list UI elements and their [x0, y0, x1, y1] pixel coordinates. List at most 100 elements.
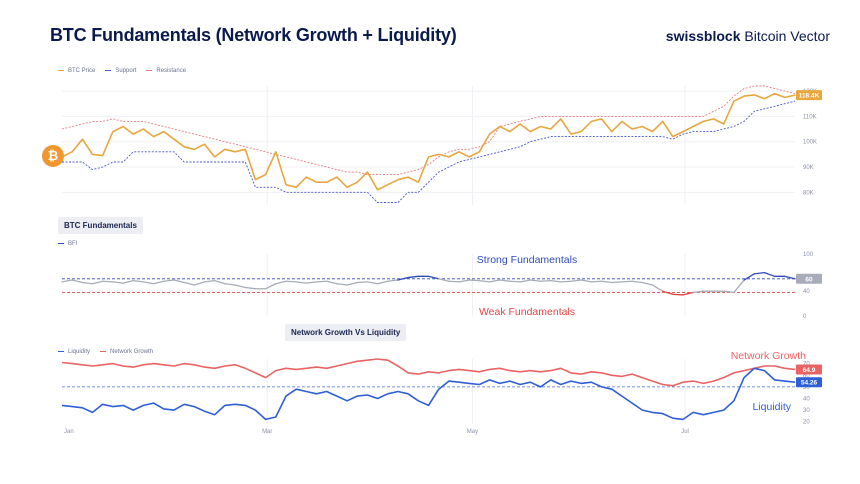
liquidity-line — [61, 367, 796, 421]
bfi-line-segment — [509, 280, 521, 283]
bfi-line-segment — [81, 281, 94, 285]
bfi-line-segment — [315, 280, 328, 283]
bfi-line-segment — [102, 280, 114, 283]
bfi-line-segment — [438, 278, 450, 282]
nvl-panel-label: Network Growth Vs Liquidity — [285, 324, 407, 341]
bfi-line-segment — [183, 281, 195, 286]
price-ytick-label: 100K — [803, 140, 817, 146]
bfi-line-segment — [580, 279, 593, 283]
btc-price-line — [61, 92, 796, 191]
bfi-line-segment — [203, 280, 216, 283]
brand-logo: swissblock Bitcoin Vector — [666, 28, 830, 44]
bfi-line-segment — [397, 276, 409, 281]
x-tick-label: May — [467, 429, 478, 435]
bfi-line-segment — [264, 283, 277, 290]
bfi-line-segment — [570, 279, 582, 282]
bfi-line-segment — [142, 281, 155, 285]
legend-btc-price: BTC Price — [58, 68, 95, 74]
weak-fundamentals-label: Weak Fundamentals — [479, 306, 575, 318]
bfi-line-segment — [244, 286, 257, 290]
bfi-line-segment — [763, 271, 776, 277]
network-growth-annotation: Network Growth — [731, 350, 806, 362]
x-tick-label: Mar — [262, 429, 272, 435]
legend-liquidity: Liquidity — [58, 349, 90, 355]
bfi-line-segment — [488, 279, 501, 283]
liquidity-last-label-bg — [796, 377, 822, 388]
network-last-label-bg — [796, 364, 822, 375]
bfi-line-segment — [305, 281, 318, 284]
bfi-line-segment — [733, 279, 745, 294]
bfi-line-segment — [784, 275, 796, 280]
bfi-last-label-bg — [796, 273, 822, 284]
bfi-line-segment — [407, 275, 419, 279]
legend-network-growth: Network Growth — [100, 349, 153, 355]
bfi-line-segment — [112, 281, 124, 284]
bfi-line-segment — [356, 281, 369, 284]
bfi-line-segment — [132, 280, 145, 283]
bfi-line-segment — [448, 280, 460, 283]
nvl-legend: Liquidity Network Growth — [58, 349, 153, 355]
nvl-ytick-label: 30 — [803, 408, 810, 414]
bfi-ytick-label: 100 — [803, 252, 814, 258]
bfi-line-segment — [651, 284, 664, 292]
bfi-line-segment — [214, 280, 226, 285]
bfi-line-segment — [163, 279, 175, 282]
bfi-line-segment — [631, 280, 643, 284]
brand-rest: Bitcoin Vector — [744, 28, 830, 44]
bfi-line-segment — [336, 283, 348, 286]
nvl-ytick-label: 50 — [803, 385, 810, 391]
bfi-line-segment — [519, 279, 531, 283]
resistance-line — [61, 85, 796, 176]
bfi-line-segment — [61, 279, 73, 283]
bfi-line-segment — [173, 279, 185, 284]
network-last-label: 64.9 — [803, 367, 816, 374]
brand-bold: swissblock — [665, 28, 741, 44]
price-last-label: 118.4K — [799, 93, 820, 100]
bfi-last-label: 60 — [805, 276, 813, 283]
bfi-ytick-label: 0 — [803, 314, 807, 320]
bfi-line-segment — [611, 281, 623, 284]
bfi-line-segment — [641, 281, 654, 286]
page-title: BTC Fundamentals (Network Growth + Liqui… — [50, 25, 457, 45]
bfi-line-segment — [529, 279, 542, 282]
legend-support: Support — [105, 68, 136, 74]
price-ytick-label: 110K — [803, 114, 817, 120]
bfi-line-segment — [468, 279, 481, 282]
bfi-line-segment — [550, 280, 562, 283]
price-ytick-label: 80K — [803, 190, 814, 196]
x-tick-label: Jan — [64, 429, 74, 435]
price-legend: BTC Price Support Resistance — [58, 68, 186, 74]
bfi-line-segment — [600, 280, 613, 284]
bfi-line-segment — [753, 271, 766, 275]
legend-bfi: BFI — [58, 241, 77, 247]
bitcoin-icon: ₿ — [42, 145, 64, 167]
bfi-line-segment — [662, 290, 674, 295]
liquidity-annotation: Liquidity — [752, 401, 791, 413]
bfi-line-segment — [723, 290, 735, 294]
bfi-line-segment — [458, 279, 470, 283]
nvl-ytick-label: 40 — [803, 396, 810, 402]
bfi-line-segment — [387, 279, 399, 282]
bfi-line-segment — [478, 280, 491, 283]
bfi-line-segment — [295, 281, 307, 284]
bfi-line-segment — [621, 280, 633, 283]
bfi-line-segment — [499, 279, 511, 282]
bfi-line-segment — [692, 290, 705, 294]
price-last-label-bg — [796, 90, 822, 101]
bfi-ytick-label: 40 — [803, 289, 810, 295]
bfi-line-segment — [275, 280, 287, 285]
bfi-line-segment — [590, 280, 603, 283]
legend-resistance: Resistance — [146, 68, 186, 74]
bfi-line-segment — [427, 275, 440, 280]
network-growth-line — [61, 358, 796, 387]
bfi-panel-label: BTC Fundamentals — [58, 217, 143, 234]
bfi-line-segment — [234, 284, 246, 289]
price-ytick-label: 90K — [803, 165, 814, 171]
bfi-line-segment — [224, 283, 236, 286]
nvl-ytick-label: 60 — [803, 373, 810, 379]
bfi-line-segment — [539, 280, 552, 282]
bfi-legend: BFI — [58, 241, 77, 247]
bfi-line-segment — [672, 293, 684, 296]
bfi-line-segment — [682, 291, 694, 296]
